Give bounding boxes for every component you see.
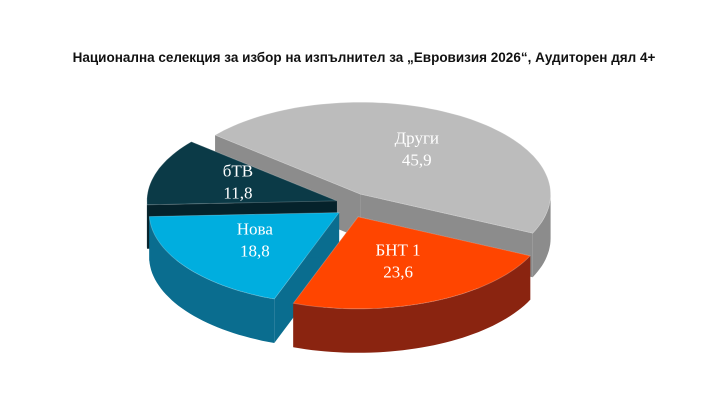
slice-side [149, 216, 275, 343]
slice-label: Нова [237, 219, 274, 238]
slice-label: Други [395, 129, 439, 148]
slice-value: 23,6 [383, 263, 413, 282]
slice-side [293, 255, 531, 353]
slice-label: бТВ [223, 162, 253, 181]
slice [148, 212, 340, 344]
slice-top [292, 216, 531, 310]
slice-value: 11,8 [223, 184, 252, 203]
slice-side [532, 194, 551, 278]
slice-top [146, 141, 338, 206]
slice-value: 18,8 [240, 241, 270, 260]
slice-value: 45,9 [402, 151, 432, 170]
slice-label: БНТ 1 [375, 241, 420, 260]
chart-title: Национална селекция за избор на изпълнит… [73, 50, 656, 65]
slice-top [214, 101, 551, 234]
slice [292, 216, 531, 353]
slice-top [148, 212, 340, 300]
